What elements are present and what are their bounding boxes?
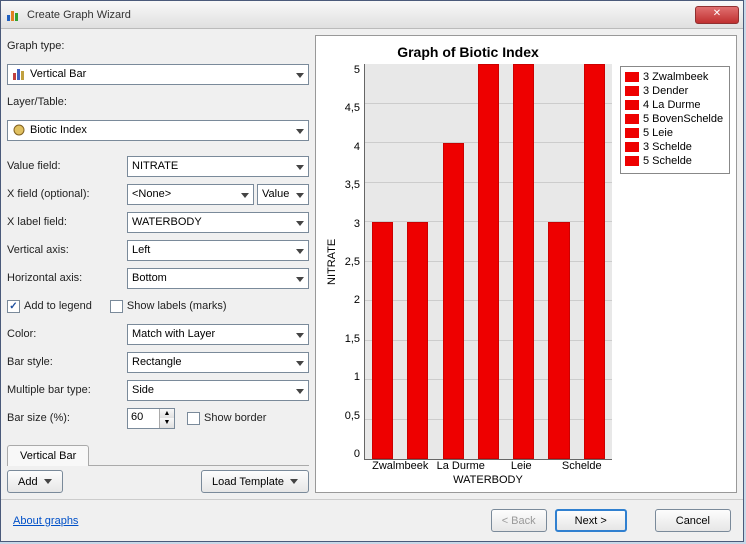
back-button[interactable]: < Back	[491, 509, 547, 532]
footer-bar: About graphs < Back Next > Cancel	[1, 499, 743, 541]
x-field-select[interactable]: <None>	[127, 184, 254, 205]
x-label-field-select[interactable]: WATERBODY	[127, 212, 309, 233]
plot-area	[364, 64, 612, 460]
chart-title: Graph of Biotic Index	[324, 44, 612, 60]
y-tick: 3	[340, 218, 360, 230]
bar	[584, 64, 605, 459]
bar	[407, 222, 428, 459]
graph-type-select[interactable]: Vertical Bar	[7, 64, 309, 85]
y-tick: 3,5	[340, 179, 360, 191]
legend-swatch	[625, 156, 639, 166]
x-field-label: X field (optional):	[7, 188, 127, 200]
spinner-down[interactable]: ▼	[159, 418, 174, 428]
bar-style-label: Bar style:	[7, 356, 127, 368]
legend-item: 4 La Durme	[625, 99, 725, 111]
bar-size-value[interactable]: 60	[128, 409, 159, 428]
bar-size-spinner[interactable]: 60 ▲▼	[127, 408, 175, 429]
layer-label: Layer/Table:	[7, 96, 127, 108]
y-tick: 5	[340, 64, 360, 76]
bar	[478, 64, 499, 459]
show-border-checkbox[interactable]	[187, 412, 200, 425]
content-area: Graph type: Vertical Bar Layer/Table: Bi…	[1, 29, 743, 499]
legend-swatch	[625, 100, 639, 110]
x-label-field-label: X label field:	[7, 216, 127, 228]
tab-vertical-bar[interactable]: Vertical Bar	[7, 445, 89, 466]
color-select[interactable]: Match with Layer	[127, 324, 309, 345]
about-graphs-link[interactable]: About graphs	[13, 515, 78, 527]
cancel-button[interactable]: Cancel	[655, 509, 731, 532]
legend-item: 3 Schelde	[625, 141, 725, 153]
multi-bar-label: Multiple bar type:	[7, 384, 127, 396]
show-labels-checkbox[interactable]	[110, 300, 123, 313]
x-field-value-btn[interactable]: Value	[257, 184, 309, 205]
legend-item: 5 Schelde	[625, 155, 725, 167]
wizard-window: Create Graph Wizard ✕ Graph type: Vertic…	[0, 0, 744, 542]
x-tick: Schelde	[552, 460, 613, 472]
y-axis-ticks: 5 4,5 4 3,5 3 2,5 2 1,5 1 0,5 0	[340, 64, 364, 460]
chart-wizard-icon	[5, 7, 21, 23]
legend-swatch	[625, 86, 639, 96]
chart-preview: Graph of Biotic Index NITRATE 5 4,5 4 3,5 3 2…	[315, 35, 737, 493]
y-tick: 1	[340, 371, 360, 383]
add-legend-label: Add to legend	[24, 300, 92, 312]
legend-item: 5 Leie	[625, 127, 725, 139]
value-field-select[interactable]: NITRATE	[127, 156, 309, 177]
y-axis-label: NITRATE	[324, 64, 340, 460]
legend-item: 5 BovenSchelde	[625, 113, 725, 125]
chart-legend: 3 Zwalmbeek 3 Dender 4 La Durme 5 BovenSche…	[620, 66, 730, 174]
y-tick: 1,5	[340, 333, 360, 345]
layer-icon	[12, 123, 26, 137]
layer-value: Biotic Index	[30, 124, 87, 136]
legend-swatch	[625, 142, 639, 152]
load-template-button[interactable]: Load Template	[201, 470, 309, 493]
bar	[372, 222, 393, 459]
y-tick: 4	[340, 141, 360, 153]
multi-bar-select[interactable]: Side	[127, 380, 309, 401]
legend-item: 3 Zwalmbeek	[625, 71, 725, 83]
vertical-bar-icon	[12, 67, 26, 81]
window-title: Create Graph Wizard	[27, 9, 695, 21]
add-legend-checkbox[interactable]	[7, 300, 20, 313]
show-labels-label: Show labels (marks)	[127, 300, 227, 312]
vertical-axis-select[interactable]: Left	[127, 240, 309, 261]
x-axis-label: WATERBODY	[364, 474, 612, 486]
legend-item: 3 Dender	[625, 85, 725, 97]
y-tick: 4,5	[340, 102, 360, 114]
close-button[interactable]: ✕	[695, 6, 739, 24]
bar	[443, 143, 464, 459]
graph-type-label: Graph type:	[7, 40, 127, 52]
x-tick: Leie	[491, 460, 552, 472]
legend-swatch	[625, 72, 639, 82]
show-border-label: Show border	[204, 412, 266, 424]
config-panel: Graph type: Vertical Bar Layer/Table: Bi…	[7, 35, 309, 493]
horizontal-axis-label: Horizontal axis:	[7, 272, 127, 284]
spinner-up[interactable]: ▲	[159, 409, 174, 419]
vertical-axis-label: Vertical axis:	[7, 244, 127, 256]
y-tick: 0	[340, 448, 360, 460]
bar-style-select[interactable]: Rectangle	[127, 352, 309, 373]
y-tick: 2,5	[340, 256, 360, 268]
color-label: Color:	[7, 328, 127, 340]
bar-size-label: Bar size (%):	[7, 412, 127, 424]
bar	[548, 222, 569, 459]
graph-type-value: Vertical Bar	[30, 68, 86, 80]
bar	[513, 64, 534, 459]
y-tick: 0,5	[340, 410, 360, 422]
add-series-button[interactable]: Add	[7, 470, 63, 493]
x-axis-ticks: ZwalmbeekLa DurmeLeieSchelde	[370, 460, 612, 472]
horizontal-axis-select[interactable]: Bottom	[127, 268, 309, 289]
value-field-label: Value field:	[7, 160, 127, 172]
layer-select[interactable]: Biotic Index	[7, 120, 309, 141]
next-button[interactable]: Next >	[555, 509, 627, 532]
series-tab-bar: Vertical Bar	[7, 444, 309, 466]
x-tick: Zwalmbeek	[370, 460, 431, 472]
titlebar: Create Graph Wizard ✕	[1, 1, 743, 29]
legend-swatch	[625, 128, 639, 138]
legend-swatch	[625, 114, 639, 124]
x-tick: La Durme	[431, 460, 492, 472]
y-tick: 2	[340, 294, 360, 306]
